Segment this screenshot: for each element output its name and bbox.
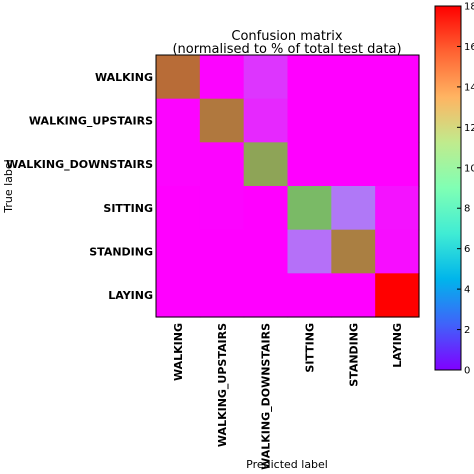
plot-frame [155, 54, 420, 318]
heatmap-cell-2-5 [375, 142, 420, 187]
heatmap-cell-4-0 [156, 229, 201, 274]
colorbar-tick-label: 6 [464, 244, 470, 255]
heatmap-cell-0-0 [156, 55, 201, 100]
heatmap-cell-0-3 [287, 55, 332, 100]
heatmap-cell-0-1 [199, 55, 245, 100]
colorbar-tick-label: 16 [464, 42, 474, 53]
heatmap-cell-4-3 [287, 229, 332, 274]
chart-title: Confusion matrix [231, 29, 342, 44]
heatmap-cell-4-4 [331, 229, 376, 274]
heatmap-cell-1-1 [199, 98, 245, 143]
heatmap-cell-2-3 [287, 142, 332, 187]
colorbar-tick-label: 2 [464, 325, 470, 336]
heatmap-cell-5-5 [375, 273, 420, 318]
heatmap-cell-4-2 [243, 229, 289, 274]
colorbar-ticks: 0 2 4 6 8 10 12 14 16 18 [457, 2, 474, 377]
colorbar-tick-label: 8 [464, 204, 470, 215]
heatmap-cell-2-2 [243, 142, 289, 187]
heatmap-cell-4-5 [375, 229, 420, 274]
y-axis-label: True label [2, 159, 15, 213]
heatmap-cells [156, 55, 420, 318]
colorbar-tick-label: 12 [464, 123, 474, 134]
heatmap-cell-2-0 [156, 142, 201, 187]
x-tick-label: WALKING_DOWNSTAIRS [260, 323, 273, 470]
heatmap-cell-1-0 [156, 98, 201, 143]
y-tick-label: LAYING [108, 289, 153, 302]
y-tick-label: WALKING_UPSTAIRS [29, 115, 153, 128]
colorbar-tick-label: 0 [464, 366, 470, 377]
x-tick-label: SITTING [303, 323, 316, 373]
y-tick-label: STANDING [89, 246, 153, 259]
heatmap-cell-1-3 [287, 98, 332, 143]
heatmap-cell-0-4 [331, 55, 376, 100]
colorbar-tick-label: 10 [464, 163, 474, 174]
heatmap-cell-4-1 [199, 229, 245, 274]
x-tick-label: WALKING_UPSTAIRS [216, 323, 229, 447]
colorbar-tick-label: 18 [464, 2, 474, 13]
y-tick-label: WALKING_DOWNSTAIRS [6, 158, 153, 171]
y-tick-labels: WALKING WALKING_UPSTAIRS WALKING_DOWNSTAIR… [6, 71, 153, 302]
heatmap-cell-1-4 [331, 98, 376, 143]
heatmap-cell-3-5 [375, 186, 420, 231]
y-tick-label: WALKING [95, 71, 153, 84]
colorbar-tick-label: 14 [464, 82, 474, 93]
heatmap-cell-5-2 [243, 273, 289, 318]
heatmap-cell-3-4 [331, 186, 376, 231]
x-tick-label: WALKING [172, 323, 185, 381]
y-tick-label: SITTING [103, 202, 153, 215]
chart-subtitle: (normalised to % of total test data) [172, 42, 401, 57]
heatmap-cell-2-1 [199, 142, 245, 187]
heatmap-cell-3-0 [156, 186, 201, 231]
heatmap-cell-5-4 [331, 273, 376, 318]
heatmap-cell-0-2 [243, 55, 289, 100]
heatmap-cell-3-1 [199, 186, 245, 231]
x-axis-label: Predicted label [246, 458, 328, 471]
heatmap-cell-5-3 [287, 273, 332, 318]
heatmap-cell-5-1 [199, 273, 245, 318]
colorbar [434, 5, 462, 371]
heatmap-cell-2-4 [331, 142, 376, 187]
heatmap-cell-5-0 [156, 273, 201, 318]
heatmap-cell-1-2 [243, 98, 289, 143]
colorbar-tick-label: 4 [464, 285, 470, 296]
heatmap-cell-3-2 [243, 186, 289, 231]
heatmap-cell-0-5 [375, 55, 420, 100]
heatmap-cell-1-5 [375, 98, 420, 143]
heatmap-cell-3-3 [287, 186, 332, 231]
x-tick-labels: WALKING WALKING_UPSTAIRS WALKING_DOWNSTAIR… [172, 323, 404, 470]
x-tick-label: LAYING [391, 323, 404, 368]
x-tick-label: STANDING [347, 323, 360, 387]
